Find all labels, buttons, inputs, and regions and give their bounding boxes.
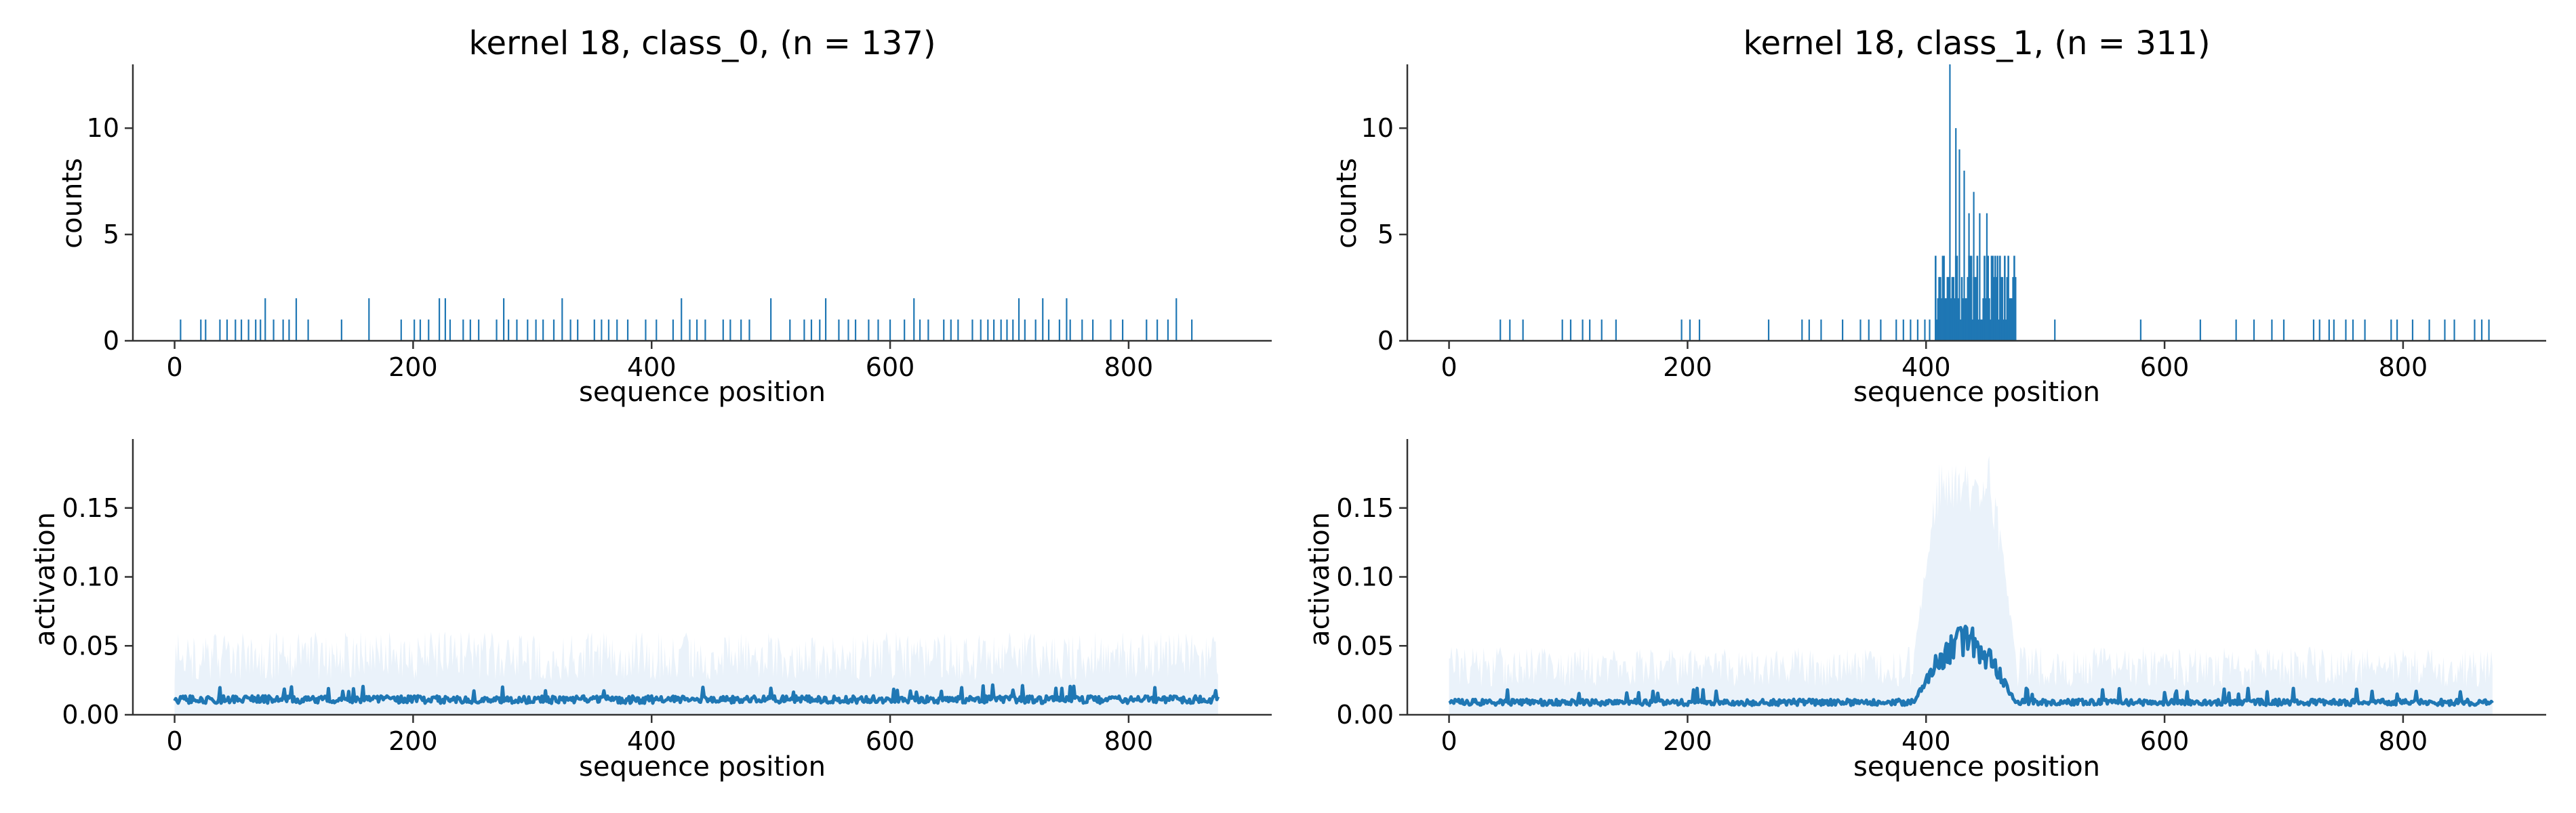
y-tick-label: 10 [87, 113, 119, 143]
plot-content [1500, 64, 2490, 341]
axes: 0 200 400 600 800 0 5 10 [87, 64, 1272, 382]
x-tick-label: 0 [1441, 352, 1457, 382]
y-tick-label: 0.05 [1336, 631, 1394, 661]
x-tick-label: 200 [1663, 726, 1712, 756]
x-tick-label: 600 [2140, 726, 2190, 756]
x-tick-label: 0 [1441, 726, 1457, 756]
x-axis-label: sequence position [1853, 377, 2100, 408]
plot-content [1448, 455, 2494, 715]
y-tick-label: 0.10 [1336, 562, 1394, 592]
y-tick-label: 10 [1361, 113, 1394, 143]
x-axis-label: sequence position [579, 751, 826, 783]
y-axis-label: activation [30, 512, 61, 646]
y-axis-label: counts [1331, 158, 1363, 249]
y-tick-label: 0.10 [62, 562, 119, 592]
axes: 0 200 400 600 800 0 5 10 [1361, 64, 2546, 382]
x-axis-label: sequence position [1853, 751, 2100, 783]
y-tick-label: 0.05 [62, 631, 119, 661]
y-tick-label: 0.15 [1336, 493, 1394, 523]
x-tick-label: 800 [1104, 352, 1154, 382]
axes: 0 200 400 600 800 0.00 0.05 0.10 0.15 [1336, 439, 2546, 756]
y-tick-label: 5 [103, 220, 119, 249]
y-tick-label: 0 [103, 326, 119, 356]
x-tick-label: 800 [2379, 726, 2428, 756]
x-tick-label: 800 [2379, 352, 2428, 382]
counts-panel-class-1: kernel 18, class_1, (n = 311) 0 200 400 600… [1331, 24, 2546, 408]
x-tick-label: 600 [866, 352, 915, 382]
activation-panel-class-1: 0 200 400 600 800 0.00 0.05 0.10 0.15 sequence p… [1304, 439, 2546, 783]
x-tick-label: 400 [1901, 352, 1951, 382]
axes: 0 200 400 600 800 0.00 0.05 0.10 0.15 [62, 439, 1272, 756]
counts-panel-class-0: kernel 18, class_0, (n = 137) 0 200 400 600… [57, 24, 1272, 408]
x-tick-label: 400 [1901, 726, 1951, 756]
activation-band [174, 631, 1218, 715]
x-tick-label: 200 [1663, 352, 1712, 382]
y-axis-label: counts [57, 158, 88, 249]
x-tick-label: 0 [166, 352, 182, 382]
y-tick-label: 0 [1377, 326, 1394, 356]
x-tick-label: 200 [388, 726, 438, 756]
plot-content [173, 631, 1220, 715]
activation-band [1449, 455, 2493, 715]
x-tick-label: 400 [627, 726, 677, 756]
panel-title: kernel 18, class_1, (n = 311) [1743, 24, 2210, 62]
activation-panel-class-0: 0 200 400 600 800 0.00 0.05 0.10 0.15 sequence p… [30, 439, 1272, 783]
x-tick-label: 600 [2140, 352, 2190, 382]
activation-mean-line [173, 683, 1220, 705]
x-axis-label: sequence position [579, 377, 826, 408]
panel-title: kernel 18, class_0, (n = 137) [468, 24, 935, 62]
plot-content [180, 298, 1193, 341]
x-tick-label: 800 [1104, 726, 1154, 756]
activation-mean-line [1448, 625, 2494, 707]
x-tick-label: 400 [627, 352, 677, 382]
x-tick-label: 200 [388, 352, 438, 382]
x-tick-label: 0 [166, 726, 182, 756]
y-tick-label: 0.00 [62, 700, 119, 730]
y-axis-label: activation [1304, 512, 1335, 646]
y-tick-label: 0.15 [62, 493, 119, 523]
x-tick-label: 600 [866, 726, 915, 756]
y-tick-label: 5 [1377, 220, 1394, 249]
y-tick-label: 0.00 [1336, 700, 1394, 730]
